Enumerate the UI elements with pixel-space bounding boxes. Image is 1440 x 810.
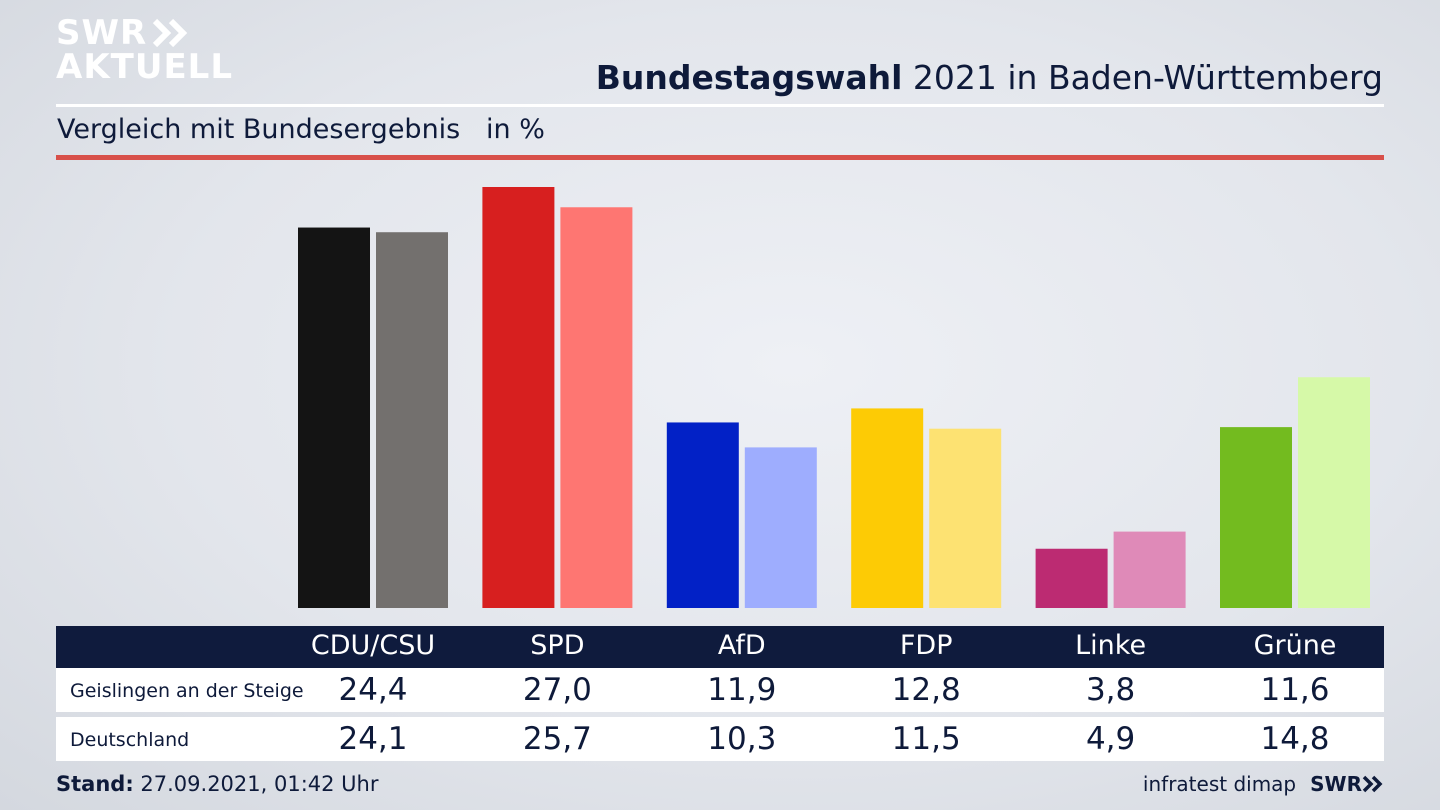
bar-fdp-national [929,428,1002,608]
value-cell: 11,5 [891,721,961,757]
value-cell: 4,9 [1085,721,1136,757]
value-cell: 24,1 [338,721,408,757]
bar-afd-local [666,422,739,608]
table-row: Deutschland 24,1 25,7 10,3 11,5 4,9 14,8 [56,717,1384,761]
chart-subtitle: Vergleich mit Bundesergebnis in % [57,114,545,145]
logo-line2: AKTUELL [56,47,234,87]
bar-linke-national [1113,531,1186,608]
category-label: AfD [717,630,766,661]
category-label: SPD [530,630,585,661]
subtitle-divider [56,155,1384,160]
value-cell: 11,6 [1260,672,1330,708]
bar-gr-ne-local [1220,427,1292,608]
title-rest: 2021 in Baden-Württemberg [902,58,1383,97]
value-cell: 14,8 [1260,721,1330,757]
value-cell: 24,4 [338,672,408,708]
swr-footer-logo: SWR [1310,772,1384,796]
bar-spd-national [560,207,633,608]
chart-title: Bundestagswahl 2021 in Baden-Württemberg [596,58,1383,97]
footer-logo-text: SWR [1310,772,1362,796]
timestamp: Stand: 27.09.2021, 01:42 Uhr [56,772,379,796]
table-header: CDU/CSU SPD AfD FDP Linke Grüne [56,626,1384,668]
value-cell: 3,8 [1085,672,1136,708]
row-label: Geislingen an der Steige [70,680,304,702]
row-label: Deutschland [70,729,190,751]
bar-fdp-local [851,408,924,608]
chevrons-icon [153,18,188,48]
value-cell: 25,7 [522,721,592,757]
bar-cdu-csu-national [376,232,448,609]
table-row: Geislingen an der Steige 24,4 27,0 11,9 12,… [56,668,1384,712]
source-credit: infratest dimap SWR [1143,772,1384,796]
bar-gr-ne-national [1298,377,1370,608]
value-cell: 10,3 [707,721,777,757]
title-bold: Bundestagswahl [595,58,903,97]
source-text: infratest dimap [1142,772,1297,796]
bar-cdu-csu-local [298,227,370,608]
bar-afd-national [744,447,817,608]
category-label: Grüne [1253,630,1337,661]
swr-aktuell-logo: SWR AKTUELL [56,16,233,84]
logo-line1: SWR [56,13,148,53]
title-divider [56,104,1384,107]
bar-spd-local [482,187,555,608]
value-cell: 12,8 [891,672,961,708]
value-cell: 27,0 [522,672,592,708]
bar-linke-local [1035,548,1108,608]
category-label: FDP [899,630,953,661]
value-cell: 11,9 [707,672,777,708]
stand-value: 27.09.2021, 01:42 Uhr [133,772,379,796]
category-label: Linke [1075,630,1147,661]
stand-label: Stand: [56,772,134,796]
chevrons-icon [1362,775,1383,793]
category-label: CDU/CSU [310,630,436,661]
